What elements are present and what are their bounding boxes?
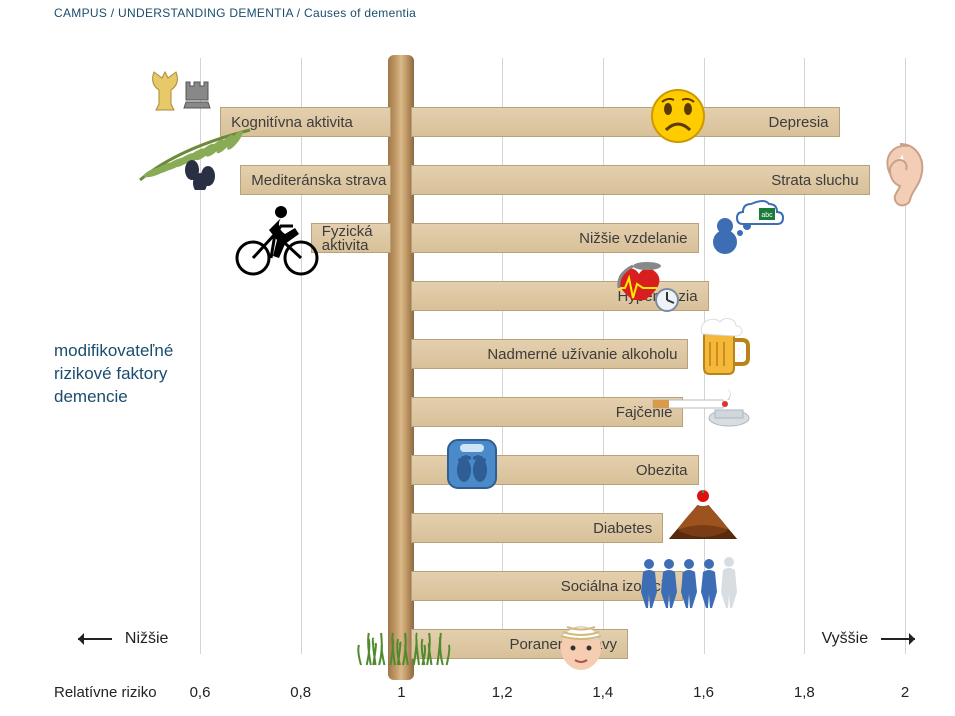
sign-thought: Nižšie vzdelanie <box>411 223 698 253</box>
sign-chess: Kognitívna aktivita <box>220 107 391 137</box>
sign-cyclist: Fyzickáaktivita <box>311 223 392 253</box>
gridline <box>905 58 906 654</box>
tick: 2 <box>901 684 909 701</box>
tick: 1,8 <box>794 684 815 701</box>
tick: 1,6 <box>693 684 714 701</box>
side-label: modifikovateľnérizikové faktorydemencie <box>54 340 173 409</box>
gridline <box>301 58 302 654</box>
arrow-lower: Nižšie <box>78 630 168 648</box>
tick: 0,8 <box>290 684 311 701</box>
beer-icon <box>692 314 752 383</box>
axis-label: Relatívne riziko <box>54 684 157 701</box>
sign-heart-bp: Hypertenzia <box>411 281 708 311</box>
tick: 0,6 <box>190 684 211 701</box>
sign-scale: Obezita <box>411 455 698 485</box>
grass-icon <box>351 627 461 672</box>
ear-icon <box>872 138 928 213</box>
sign-olive: Mediteránska strava <box>240 165 391 195</box>
tick: 1 <box>397 684 405 701</box>
sign-beer: Nadmerné užívanie alkoholu <box>411 339 688 369</box>
gridline <box>704 58 705 654</box>
cyclist-icon <box>231 196 321 281</box>
tick: 1,4 <box>592 684 613 701</box>
gridline <box>200 58 201 654</box>
sign-people: Sociálna izolácia <box>411 571 683 601</box>
svg-text:abc: abc <box>761 212 773 219</box>
thought-icon: abc <box>703 196 793 267</box>
sign-sad-face: Depresia <box>411 107 839 137</box>
sign-cake: Diabetes <box>411 513 663 543</box>
arrow-higher: Vyššie <box>822 630 915 648</box>
chess-icon <box>142 58 226 127</box>
gridline <box>804 58 805 654</box>
breadcrumb: CAMPUS / UNDERSTANDING DEMENTIA / Causes… <box>54 6 416 20</box>
infographic-stage: CAMPUS / UNDERSTANDING DEMENTIA / Causes… <box>0 0 955 716</box>
sign-ear: Strata sluchu <box>411 165 869 195</box>
sign-cigarette: Fajčenie <box>411 397 683 427</box>
tick: 1,2 <box>492 684 513 701</box>
